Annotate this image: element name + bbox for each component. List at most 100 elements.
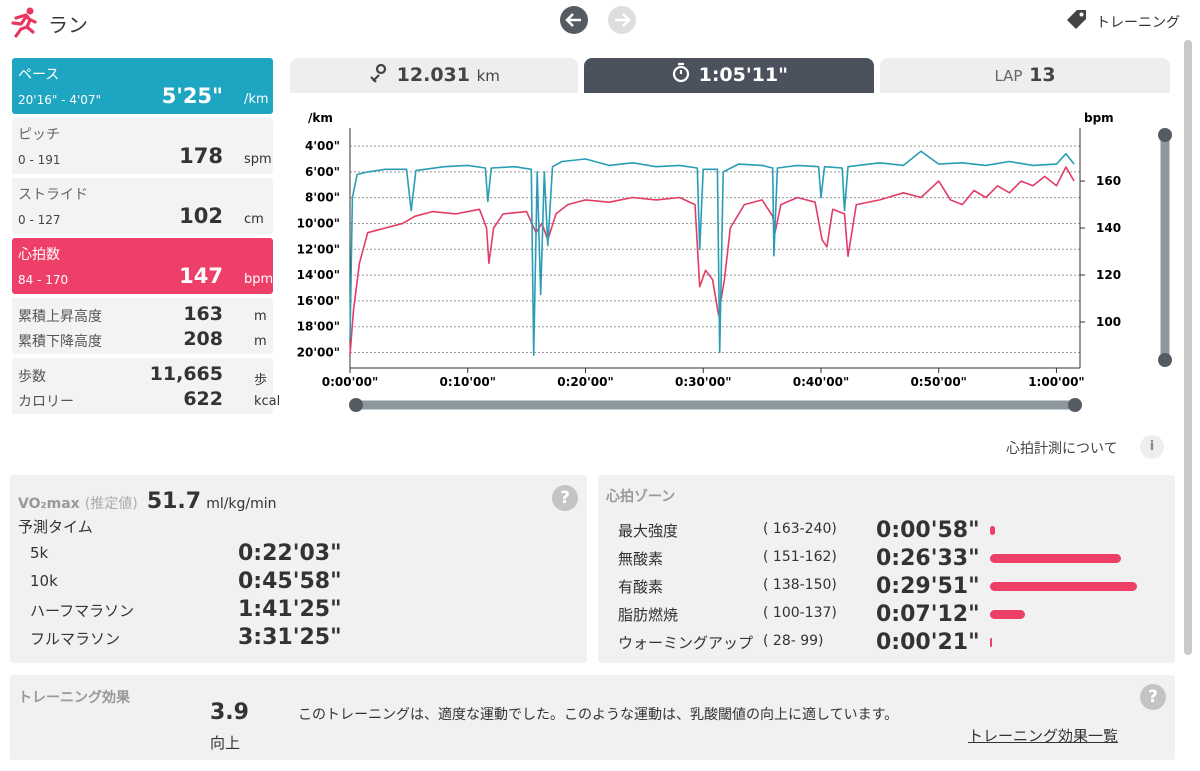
zone-bar [990,554,1121,563]
training-panel: トレーニング効果 3.9 向上 このトレーニングは、適度な運動でした。このような… [10,675,1175,760]
metric-card[interactable]: ストライド 0 - 127 102 cm [12,178,273,234]
slider-handle[interactable] [1068,398,1082,412]
totals-label: 累積下降高度 [18,334,102,350]
page-scrollbar[interactable] [1184,40,1192,655]
y-axis-label: /km [308,111,333,125]
time-value: 1:05'11" [698,64,789,86]
zone-time: 0:07'12" [876,602,980,627]
totals-unit: kcal [254,394,281,409]
x-tick-label: 0:00'00" [322,375,378,389]
prediction-time: 1:41'25" [238,597,342,622]
distance-unit: km [476,67,500,85]
vo2-label: VO₂max [18,496,80,512]
y-tick-label: 12'00" [297,242,340,256]
y-tick-label: 20'00" [297,346,340,360]
prediction-time: 0:22'03" [238,541,342,566]
y2-tick-label: 120 [1096,268,1121,282]
tag-icon [1067,10,1086,29]
prediction-name: フルマラソン [30,630,121,648]
zone-bar [990,638,992,647]
distance-tab[interactable]: 12.031 km [290,58,578,93]
metric-value: 5'25" [161,84,223,108]
metric-value: 147 [179,264,223,288]
prediction-time: 0:45'58" [238,569,342,594]
hr-note-link[interactable]: 心拍計測について [1006,441,1118,457]
zone-name: 有酸素 [618,578,664,596]
training-list-link[interactable]: トレーニング効果一覧 [968,727,1119,745]
x-tick-label: 0:20'00" [557,375,613,389]
y-tick-label: 6'00" [305,165,340,179]
metric-unit: /km [244,92,269,107]
help-icon[interactable]: ? [1140,684,1166,710]
time-tab[interactable]: 1:05'11" [584,58,874,93]
zone-range: ( 28- 99) [763,633,824,649]
totals-card: 累積上昇高度 163 m 累積下降高度 208 m [12,298,273,354]
metric-card[interactable]: ペース 20'16" - 4'07" 5'25" /km [12,58,273,114]
y2-tick-label: 160 [1096,174,1121,188]
zone-range: ( 138-150) [763,577,837,593]
metric-value: 178 [179,144,223,168]
slider-handle[interactable] [349,398,363,412]
y-tick-label: 16'00" [297,294,340,308]
y2-tick-label: 100 [1096,315,1121,329]
training-link[interactable]: トレーニング [1096,15,1180,31]
lap-tab[interactable]: LAP 13 [880,58,1170,93]
help-icon[interactable]: ? [552,485,578,511]
metric-unit: spm [244,152,272,167]
chart: /km bpm 4'00" 6'00" 8'00" 10'00" 12'00" 14'00" 1… [297,111,1172,412]
zone-name: ウォーミングアップ [618,634,754,652]
metric-label: 心拍数 [18,247,60,263]
totals-value: 163 [183,303,223,325]
nav-arrows[interactable] [559,5,639,37]
series-line [349,150,1075,356]
lap-value: 13 [1029,64,1056,86]
training-value: 3.9 [210,700,249,725]
prediction-name: 5k [30,544,49,562]
y2-axis-label: bpm [1084,111,1114,125]
predict-title: 予測タイム [18,518,93,536]
runner-icon [11,7,37,38]
x-tick-label: 1:00'00" [1028,375,1084,389]
zone-name: 脂肪燃焼 [618,606,679,624]
metric-label: ペース [18,67,60,83]
totals-unit: 歩 [254,373,268,388]
metric-unit: bpm [244,272,274,287]
totals-value: 11,665 [149,363,223,385]
zone-bar [990,526,995,535]
info-icon[interactable]: i [1140,435,1164,459]
lap-label: LAP [994,67,1023,85]
metric-card[interactable]: 心拍数 84 - 170 147 bpm [12,238,273,294]
x-tick-label: 0:30'00" [675,375,731,389]
distance-value: 12.031 [396,64,470,86]
metric-range: 0 - 191 [18,153,61,167]
prediction-name: 10k [30,572,58,590]
y-tick-label: 18'00" [297,320,340,334]
totals-label: 累積上昇高度 [18,309,102,325]
training-message: このトレーニングは、適度な運動でした。このような運動は、乳酸閾値の向上に適してい… [298,707,899,723]
zone-name: 無酸素 [618,550,664,568]
training-title: トレーニング効果 [18,690,130,706]
zone-range: ( 151-162) [763,549,837,565]
zoom-handle[interactable] [1158,353,1172,367]
totals-value: 208 [183,328,223,350]
page-title: ラン [48,13,88,37]
metric-range: 0 - 127 [18,213,61,227]
metric-value: 102 [179,204,223,228]
zone-range: ( 100-137) [763,605,837,621]
training-level: 向上 [210,734,241,752]
zones-title: 心拍ゾーン [606,489,676,505]
zone-bar [990,582,1137,591]
metric-range: 84 - 170 [18,273,69,287]
totals-value: 622 [183,388,223,410]
metric-cards: ペース 20'16" - 4'07" 5'25" /km ピッチ 0 - 191 178 sp… [12,58,280,418]
metric-card[interactable]: ピッチ 0 - 191 178 spm [12,118,273,174]
zone-time: 0:29'51" [876,574,980,599]
route-icon [370,63,387,83]
zoom-handle[interactable] [1158,128,1172,142]
x-tick-label: 0:50'00" [910,375,966,389]
zone-time: 0:00'21" [876,630,980,655]
totals-row: 累積上昇高度 163 m [12,303,273,327]
metric-label: ストライド [18,187,88,203]
zones-panel: 心拍ゾーン 最大強度 ( 163-240) 0:00'58" 無酸素 ( 151-162… [598,475,1175,663]
